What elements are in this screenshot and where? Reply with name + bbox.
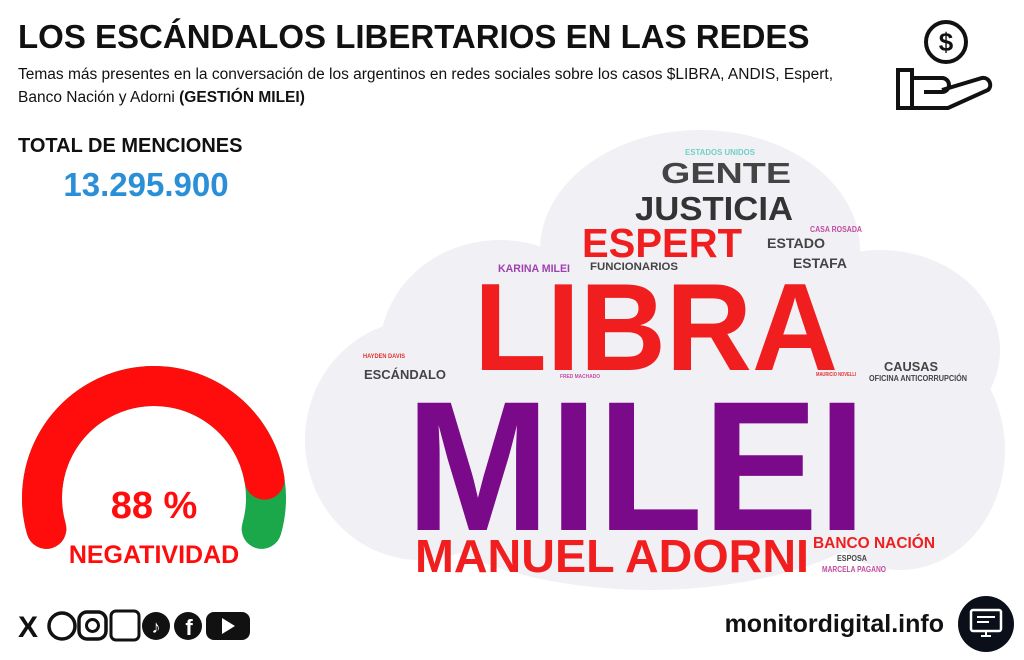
word: MAURICIO NOVELLI (816, 372, 856, 378)
word: KARINA MILEI (498, 263, 570, 275)
word: LIBRA (474, 259, 838, 397)
word: CAUSAS (884, 359, 938, 374)
svg-text:$: $ (939, 27, 954, 57)
gauge-value (22, 366, 285, 549)
word: ESCÁNDALO (364, 367, 446, 382)
word: ESTADOS UNIDOS (685, 148, 756, 157)
word: ESPOSA (837, 554, 867, 563)
web-icon[interactable] (109, 609, 141, 642)
subtitle: Temas más presentes en la conversación d… (18, 66, 833, 83)
word: HAYDEN DAVIS (363, 354, 405, 360)
word: JUSTICIA (635, 190, 793, 227)
word: BANCO NACIÓN (813, 533, 935, 552)
social-icons: X ♪ f (18, 609, 250, 644)
svg-text:♪: ♪ (152, 617, 161, 637)
word: FRED MACHADO (560, 374, 600, 380)
gauge-label: 88 % (111, 485, 198, 527)
svg-text:f: f (185, 615, 193, 640)
cloud-background (305, 130, 1005, 590)
facebook-icon[interactable] (174, 612, 202, 640)
word: MILEI (406, 364, 866, 570)
tiktok-icon[interactable] (142, 612, 170, 640)
word: GENTE (661, 158, 791, 190)
gauge-caption: NEGATIVIDAD (69, 541, 239, 569)
subtitle-line2: Banco Nación y Adorni (GESTIÓN MILEI) (18, 88, 305, 106)
threads-icon[interactable] (47, 611, 77, 641)
word: MARCELA PAGANO (822, 565, 886, 574)
subtitle-bold: (GESTIÓN MILEI) (179, 88, 305, 106)
instagram-icon[interactable] (77, 610, 108, 641)
subtitle-rest: Banco Nación y Adorni (18, 89, 175, 106)
monitor-icon (958, 596, 1014, 652)
word: MANUEL ADORNI (415, 530, 809, 582)
x-icon[interactable]: X (18, 611, 38, 644)
word: ESPERT (582, 220, 742, 266)
money-icon: $ (896, 20, 993, 110)
word: FUNCIONARIOS (590, 261, 678, 273)
total-value: 13.295.900 (63, 166, 228, 203)
word: CASA ROSADA (810, 225, 862, 234)
word: ESTADO (767, 235, 825, 251)
word: ESTAFA (793, 255, 847, 271)
gauge (22, 366, 286, 549)
site[interactable]: monitordigital.info (725, 610, 944, 638)
title: LOS ESCÁNDALOS LIBERTARIOS EN LAS REDES (18, 18, 809, 55)
total-label: TOTAL DE MENCIONES (18, 135, 242, 157)
word: OFICINA ANTICORRUPCIÓN (869, 374, 967, 383)
